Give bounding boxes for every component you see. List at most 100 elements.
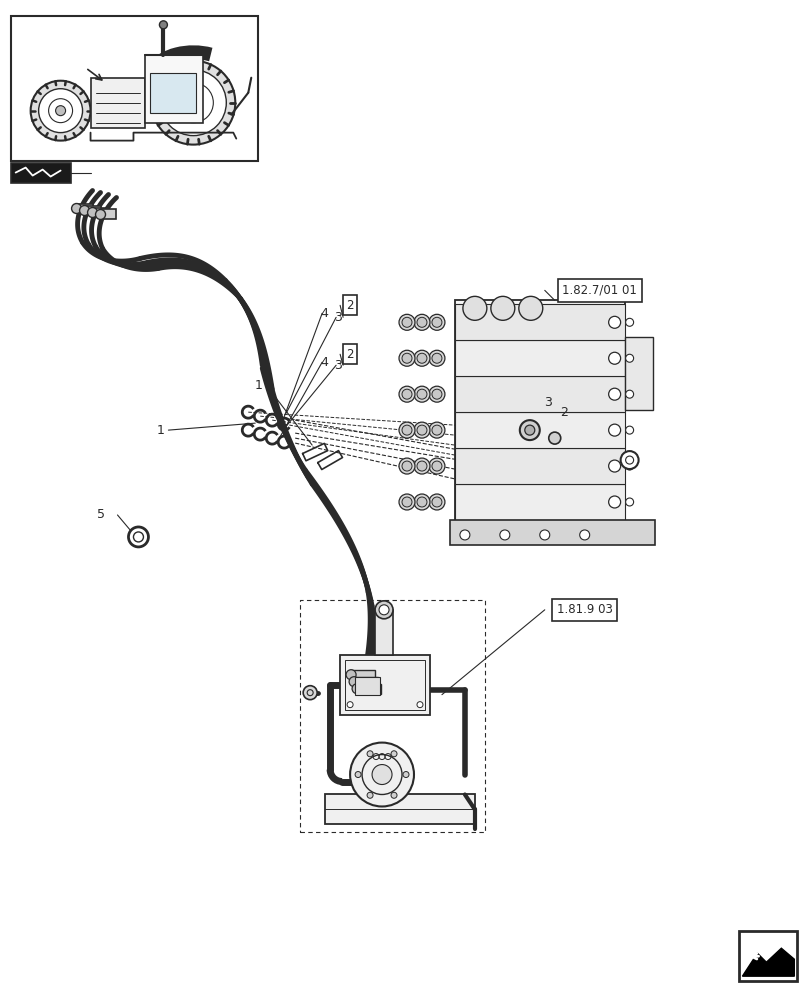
Circle shape xyxy=(431,425,441,435)
Circle shape xyxy=(417,353,427,363)
Circle shape xyxy=(620,451,637,469)
Circle shape xyxy=(367,792,372,798)
Circle shape xyxy=(608,496,620,508)
Circle shape xyxy=(624,426,633,434)
Text: 1: 1 xyxy=(254,379,262,392)
Circle shape xyxy=(379,605,388,615)
Circle shape xyxy=(350,743,414,806)
Circle shape xyxy=(431,353,441,363)
Circle shape xyxy=(401,353,411,363)
Circle shape xyxy=(71,204,81,213)
Circle shape xyxy=(398,458,414,474)
Text: 3: 3 xyxy=(543,396,551,409)
Bar xyxy=(345,660,424,710)
Bar xyxy=(454,304,624,340)
Circle shape xyxy=(579,530,589,540)
Circle shape xyxy=(401,425,411,435)
Circle shape xyxy=(371,765,392,785)
Circle shape xyxy=(428,386,444,402)
Circle shape xyxy=(401,461,411,471)
Circle shape xyxy=(414,386,430,402)
Text: 4: 4 xyxy=(320,307,328,320)
Circle shape xyxy=(414,350,430,366)
Circle shape xyxy=(431,317,441,327)
Circle shape xyxy=(624,462,633,470)
Bar xyxy=(340,655,430,715)
Bar xyxy=(350,670,375,680)
Circle shape xyxy=(417,317,427,327)
Circle shape xyxy=(398,314,414,330)
Text: 3: 3 xyxy=(334,311,341,324)
Circle shape xyxy=(608,460,620,472)
Bar xyxy=(354,677,378,687)
Circle shape xyxy=(518,296,542,320)
Circle shape xyxy=(39,89,83,133)
Bar xyxy=(91,78,145,128)
Circle shape xyxy=(459,530,470,540)
Circle shape xyxy=(128,527,148,547)
Circle shape xyxy=(88,208,97,217)
Circle shape xyxy=(548,432,560,444)
Bar xyxy=(145,55,203,123)
Circle shape xyxy=(375,601,393,619)
Circle shape xyxy=(428,350,444,366)
Circle shape xyxy=(187,96,200,110)
Circle shape xyxy=(524,425,534,435)
Circle shape xyxy=(428,314,444,330)
Bar xyxy=(150,73,196,113)
Text: 5: 5 xyxy=(97,508,105,521)
Circle shape xyxy=(519,420,539,440)
Circle shape xyxy=(398,350,414,366)
Bar xyxy=(101,209,116,219)
Circle shape xyxy=(398,386,414,402)
Circle shape xyxy=(417,425,427,435)
Bar xyxy=(624,337,652,410)
Circle shape xyxy=(624,354,633,362)
Text: 2: 2 xyxy=(559,406,567,419)
Circle shape xyxy=(608,352,620,364)
Circle shape xyxy=(624,390,633,398)
Bar xyxy=(357,684,380,694)
Circle shape xyxy=(431,497,441,507)
Circle shape xyxy=(428,458,444,474)
Circle shape xyxy=(349,677,358,687)
Circle shape xyxy=(417,461,427,471)
Circle shape xyxy=(624,498,633,506)
Circle shape xyxy=(417,497,427,507)
Bar xyxy=(354,677,380,695)
Circle shape xyxy=(402,772,409,778)
Circle shape xyxy=(414,494,430,510)
Circle shape xyxy=(417,702,423,708)
Circle shape xyxy=(608,424,620,436)
Circle shape xyxy=(608,388,620,400)
Circle shape xyxy=(624,318,633,326)
Circle shape xyxy=(462,296,487,320)
Circle shape xyxy=(414,422,430,438)
Circle shape xyxy=(151,61,235,145)
Circle shape xyxy=(401,497,411,507)
Circle shape xyxy=(431,461,441,471)
Circle shape xyxy=(431,389,441,399)
Text: 3: 3 xyxy=(334,359,341,372)
Circle shape xyxy=(428,494,444,510)
Text: 1.82.7/01 01: 1.82.7/01 01 xyxy=(561,284,637,297)
Circle shape xyxy=(159,21,167,29)
Circle shape xyxy=(414,314,430,330)
Polygon shape xyxy=(62,169,71,177)
Circle shape xyxy=(161,70,226,136)
Bar xyxy=(76,204,92,213)
Circle shape xyxy=(391,751,397,757)
Bar xyxy=(454,376,624,412)
Circle shape xyxy=(401,317,411,327)
Bar xyxy=(454,340,624,376)
Circle shape xyxy=(491,296,514,320)
Bar xyxy=(84,206,101,215)
Circle shape xyxy=(401,389,411,399)
Bar xyxy=(11,163,71,183)
Bar xyxy=(92,208,109,217)
Circle shape xyxy=(414,458,430,474)
Bar xyxy=(739,931,796,981)
Text: 4: 4 xyxy=(320,356,328,369)
Circle shape xyxy=(500,530,509,540)
Bar xyxy=(454,448,624,484)
